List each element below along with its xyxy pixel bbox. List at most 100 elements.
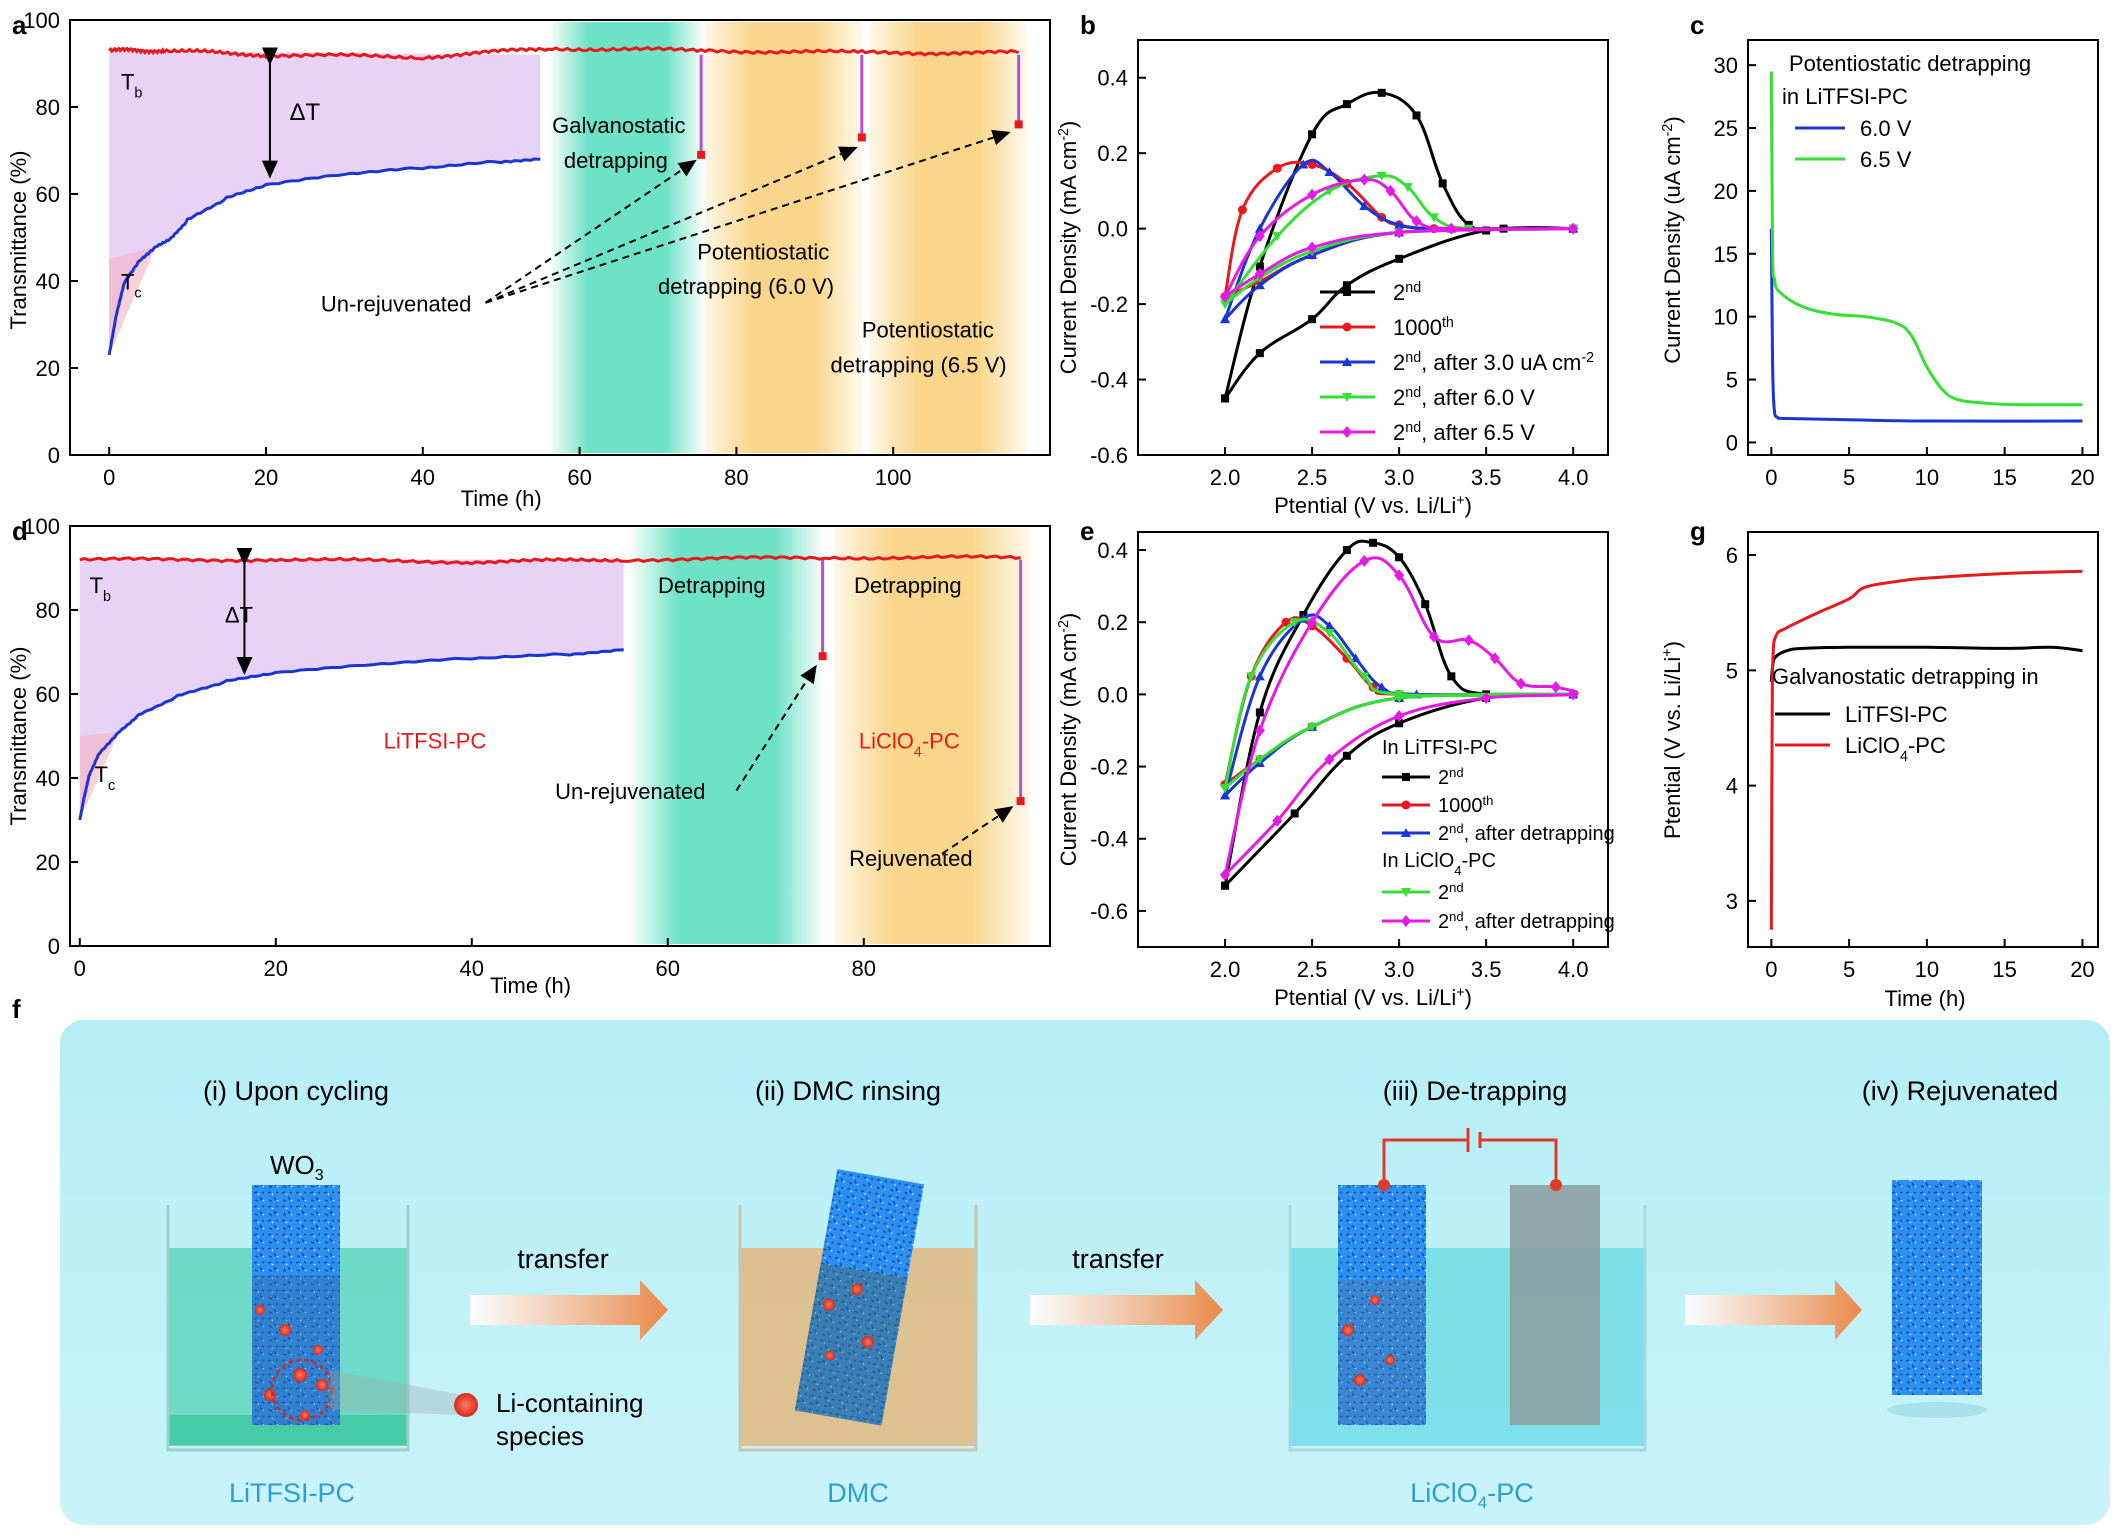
data-point bbox=[1376, 171, 1387, 181]
panel-letter-c: c bbox=[1690, 10, 1704, 40]
li-species-icon bbox=[454, 1393, 478, 1417]
transfer-arrow-1 bbox=[470, 1280, 668, 1340]
panel-letter-e: e bbox=[1080, 516, 1094, 546]
y-tick-label: 30 bbox=[1714, 53, 1738, 78]
jump-end-point bbox=[1014, 120, 1023, 129]
jump-end-point bbox=[1016, 797, 1025, 806]
y-tick-label: 0.2 bbox=[1097, 610, 1128, 635]
data-point bbox=[1401, 800, 1411, 810]
label-potentiostatic-60-2: detrapping (6.0 V) bbox=[658, 274, 834, 299]
x-tick-label: 20 bbox=[264, 956, 288, 981]
data-point bbox=[1307, 241, 1318, 254]
x-tick-label: 60 bbox=[567, 465, 591, 490]
data-point bbox=[1307, 722, 1318, 732]
legend-group-litfsi: In LiTFSI-PC bbox=[1382, 737, 1498, 759]
li-species-label-2: species bbox=[496, 1421, 584, 1451]
y-tick-label: 3 bbox=[1726, 889, 1738, 914]
legend-label: 2nd, after 6.0 V bbox=[1393, 385, 1535, 410]
data-point bbox=[1342, 426, 1352, 438]
legend-label: LiTFSI-PC bbox=[1845, 702, 1948, 727]
y-tick-label: 0.0 bbox=[1097, 217, 1128, 242]
x-tick-label: 4.0 bbox=[1558, 957, 1589, 982]
data-point bbox=[1290, 809, 1299, 818]
data-point bbox=[1515, 677, 1526, 690]
label-potentiostatic-60-1: Potentiostatic bbox=[697, 239, 829, 264]
arrow-rejuvenated bbox=[941, 806, 1014, 855]
delta-t-shade bbox=[79, 559, 624, 820]
data-point bbox=[1446, 222, 1457, 235]
legend-label: 2nd bbox=[1438, 880, 1464, 905]
plot-frame bbox=[69, 19, 1051, 456]
y-tick-label: 5 bbox=[1726, 368, 1738, 393]
data-point bbox=[1568, 688, 1579, 701]
x-tick-label: 20 bbox=[254, 465, 278, 490]
band-detrapping-2 bbox=[834, 528, 1031, 944]
data-point bbox=[1220, 314, 1231, 324]
label-rejuvenated: Rejuvenated bbox=[849, 846, 973, 871]
label-tb: Tb bbox=[121, 70, 142, 102]
plot-frame bbox=[1137, 39, 1609, 456]
y-tick-label: 25 bbox=[1714, 116, 1738, 141]
data-point bbox=[1307, 188, 1318, 201]
y-axis-label: Ptential (V vs. Li/Li+) bbox=[1660, 641, 1685, 839]
panel-letter-a: a bbox=[12, 10, 27, 40]
data-point bbox=[1308, 315, 1317, 324]
y-tick-label: 0.2 bbox=[1097, 141, 1128, 166]
data-point bbox=[1272, 232, 1283, 242]
y-tick-label: 40 bbox=[36, 269, 60, 294]
series-2nd-after-detrapping-litfsi bbox=[1223, 613, 1575, 797]
data-point bbox=[1254, 280, 1265, 290]
y-tick-label: -0.2 bbox=[1090, 755, 1128, 780]
data-point bbox=[1394, 226, 1405, 239]
data-point bbox=[1324, 753, 1335, 766]
series-6.0-v bbox=[1769, 228, 2083, 423]
label-potentiostatic-65-2: detrapping (6.5 V) bbox=[830, 352, 1006, 377]
legend-label: 2nd, after 6.5 V bbox=[1393, 420, 1535, 445]
legend-group-liclo4: In LiClO4-PC bbox=[1382, 850, 1496, 878]
y-tick-label: 0 bbox=[1726, 430, 1738, 455]
label-detrapping-2: Detrapping bbox=[854, 573, 962, 598]
data-point bbox=[1342, 357, 1352, 366]
y-tick-label: 15 bbox=[1714, 242, 1738, 267]
x-tick-label: 2.5 bbox=[1297, 465, 1328, 490]
circuit-wire bbox=[1382, 1138, 1558, 1185]
panel-letter-g: g bbox=[1690, 516, 1706, 546]
wo3-film-rinsing bbox=[794, 1169, 925, 1426]
label-tc: Tc bbox=[121, 270, 142, 302]
legend-label: LiClO4-PC bbox=[1845, 733, 1946, 765]
data-point bbox=[1395, 254, 1404, 263]
x-tick-label: 3.0 bbox=[1384, 465, 1415, 490]
data-point bbox=[1342, 281, 1351, 290]
panel-a: 0 20 40 60 80 100 0 20 40 60 80 100 Tb Tc ΔT Galvanosta… bbox=[6, 8, 1051, 511]
data-point bbox=[1254, 230, 1265, 243]
counter-electrode bbox=[1510, 1185, 1600, 1425]
x-tick-label: 5 bbox=[1843, 465, 1855, 490]
y-axis-label: Current Density (mA cm-2) bbox=[1056, 613, 1081, 867]
legend-label: 6.0 V bbox=[1860, 116, 1912, 141]
data-point bbox=[1359, 672, 1370, 682]
beaker-litfsi: WO3 Li-containing species LiTFSI-PC bbox=[166, 1150, 643, 1508]
band-potentiostatic-6.0 bbox=[705, 22, 862, 453]
x-axis-label: Ptential (V vs. Li/Li+) bbox=[1274, 985, 1472, 1010]
data-point bbox=[1342, 100, 1351, 109]
legend-label: 6.5 V bbox=[1860, 147, 1912, 172]
x-tick-label: 40 bbox=[460, 956, 484, 981]
data-point bbox=[1272, 814, 1283, 827]
beaker-dmc: DMC bbox=[738, 1169, 978, 1508]
y-tick-label: 5 bbox=[1726, 658, 1738, 683]
data-point bbox=[1298, 159, 1309, 169]
battery-icon bbox=[1466, 1128, 1482, 1152]
transfer-label-1: transfer bbox=[517, 1244, 609, 1274]
x-tick-label: 80 bbox=[852, 956, 876, 981]
plot-frame bbox=[1747, 531, 2099, 948]
y-tick-label: 60 bbox=[36, 182, 60, 207]
data-point bbox=[1220, 868, 1231, 881]
x-tick-label: 3.5 bbox=[1471, 957, 1502, 982]
data-point bbox=[1307, 616, 1318, 629]
panel-d: 0 20 40 60 80 0 20 40 60 80 100 Tb Tc ΔT Detrapping Det… bbox=[6, 514, 1051, 998]
data-point bbox=[1395, 719, 1404, 728]
y-axis-label: Transmittance (%) bbox=[6, 151, 31, 330]
label-galvanostatic-2: detrapping bbox=[564, 148, 668, 173]
jump-end-point bbox=[697, 150, 706, 159]
data-point bbox=[1359, 201, 1370, 210]
